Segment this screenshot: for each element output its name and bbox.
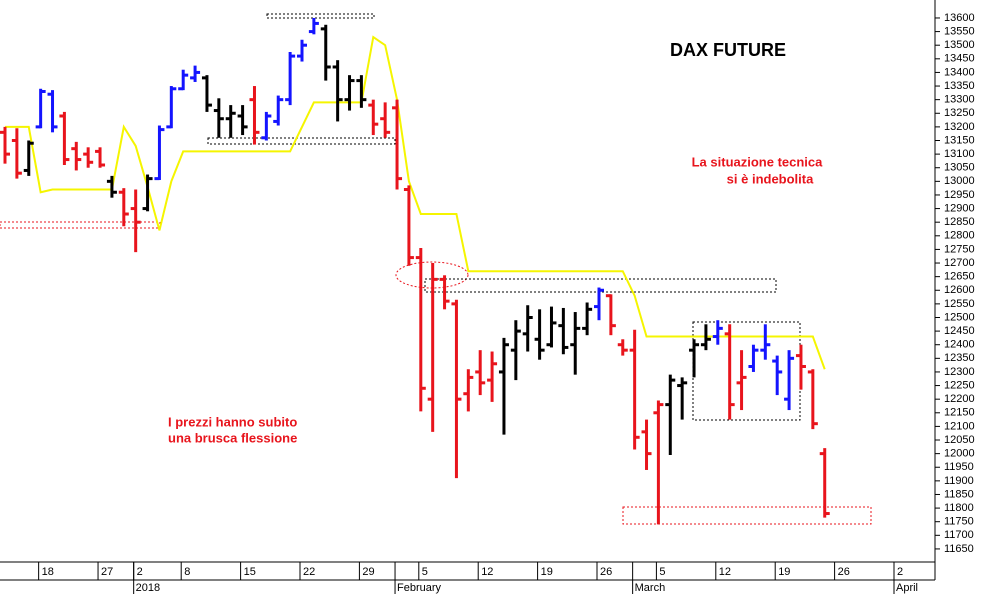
annotation: una brusca flessione xyxy=(168,430,297,445)
x-tick-label: 5 xyxy=(422,566,428,578)
level-box xyxy=(424,278,777,293)
x-tick-label: 15 xyxy=(244,566,256,578)
y-tick-label: 11650 xyxy=(944,543,974,555)
x-tick-label: 18 xyxy=(42,566,54,578)
y-tick-label: 13400 xyxy=(944,66,975,78)
level-box xyxy=(207,137,396,145)
y-tick-label: 12800 xyxy=(944,230,975,242)
y-tick-label: 11800 xyxy=(944,502,974,514)
y-tick-label: 13350 xyxy=(944,80,975,92)
y-tick-label: 12300 xyxy=(944,366,975,378)
y-tick-label: 12500 xyxy=(944,311,975,323)
y-tick-label: 13600 xyxy=(944,12,975,24)
y-tick-label: 12150 xyxy=(944,407,975,419)
y-tick-label: 13300 xyxy=(944,94,975,106)
y-tick-label: 11700 xyxy=(944,529,974,541)
y-tick-label: 13200 xyxy=(944,121,975,133)
level-box xyxy=(266,13,375,19)
y-tick-label: 12400 xyxy=(944,339,975,351)
month-label: 2018 xyxy=(136,582,160,594)
x-tick-label: 19 xyxy=(541,566,553,578)
y-tick-label: 12600 xyxy=(944,284,975,296)
x-tick-label: 26 xyxy=(600,566,612,578)
y-tick-label: 13000 xyxy=(944,175,975,187)
y-tick-label: 11950 xyxy=(944,461,974,473)
y-tick-label: 12450 xyxy=(944,325,975,337)
y-tick-label: 12050 xyxy=(944,434,975,446)
chart-title: DAX FUTURE xyxy=(670,40,786,60)
month-label: April xyxy=(896,582,918,594)
x-tick-label: 22 xyxy=(303,566,315,578)
x-tick-label: 27 xyxy=(101,566,113,578)
x-tick-label: 2 xyxy=(137,566,143,578)
y-tick-label: 13100 xyxy=(944,148,975,160)
x-tick-label: 29 xyxy=(362,566,374,578)
x-tick-label: 5 xyxy=(659,566,665,578)
y-tick-label: 13550 xyxy=(944,25,975,37)
support-box xyxy=(622,506,872,525)
y-tick-label: 13150 xyxy=(944,134,975,146)
y-tick-label: 12350 xyxy=(944,352,975,364)
y-tick-label: 12200 xyxy=(944,393,975,405)
annotation: I prezzi hanno subito xyxy=(168,414,297,429)
x-tick-label: 12 xyxy=(481,566,493,578)
y-tick-label: 13050 xyxy=(944,162,975,174)
y-tick-label: 12700 xyxy=(944,257,975,269)
y-tick-label: 12250 xyxy=(944,379,975,391)
y-tick-label: 12850 xyxy=(944,216,975,228)
month-label: February xyxy=(397,582,442,594)
y-tick-label: 11850 xyxy=(944,488,974,500)
y-tick-label: 12000 xyxy=(944,448,975,460)
y-tick-label: 12950 xyxy=(944,189,975,201)
annotation: si è indebolita xyxy=(727,171,814,186)
y-tick-label: 11900 xyxy=(944,475,974,487)
y-tick-label: 13450 xyxy=(944,53,975,65)
x-tick-label: 8 xyxy=(184,566,190,578)
y-tick-label: 11750 xyxy=(944,516,974,528)
level-box xyxy=(0,221,161,229)
y-tick-label: 12750 xyxy=(944,243,975,255)
annotation: La situazione tecnica xyxy=(692,154,824,169)
y-tick-label: 12650 xyxy=(944,271,975,283)
month-label: March xyxy=(635,582,666,594)
y-tick-label: 12100 xyxy=(944,420,975,432)
x-tick-label: 2 xyxy=(897,566,903,578)
y-tick-label: 13250 xyxy=(944,107,975,119)
y-tick-label: 12900 xyxy=(944,202,975,214)
x-tick-label: 19 xyxy=(778,566,790,578)
x-tick-label: 12 xyxy=(719,566,731,578)
trend-line xyxy=(5,35,826,370)
y-tick-label: 12550 xyxy=(944,298,975,310)
x-tick-label: 26 xyxy=(838,566,850,578)
y-tick-label: 13500 xyxy=(944,39,975,51)
